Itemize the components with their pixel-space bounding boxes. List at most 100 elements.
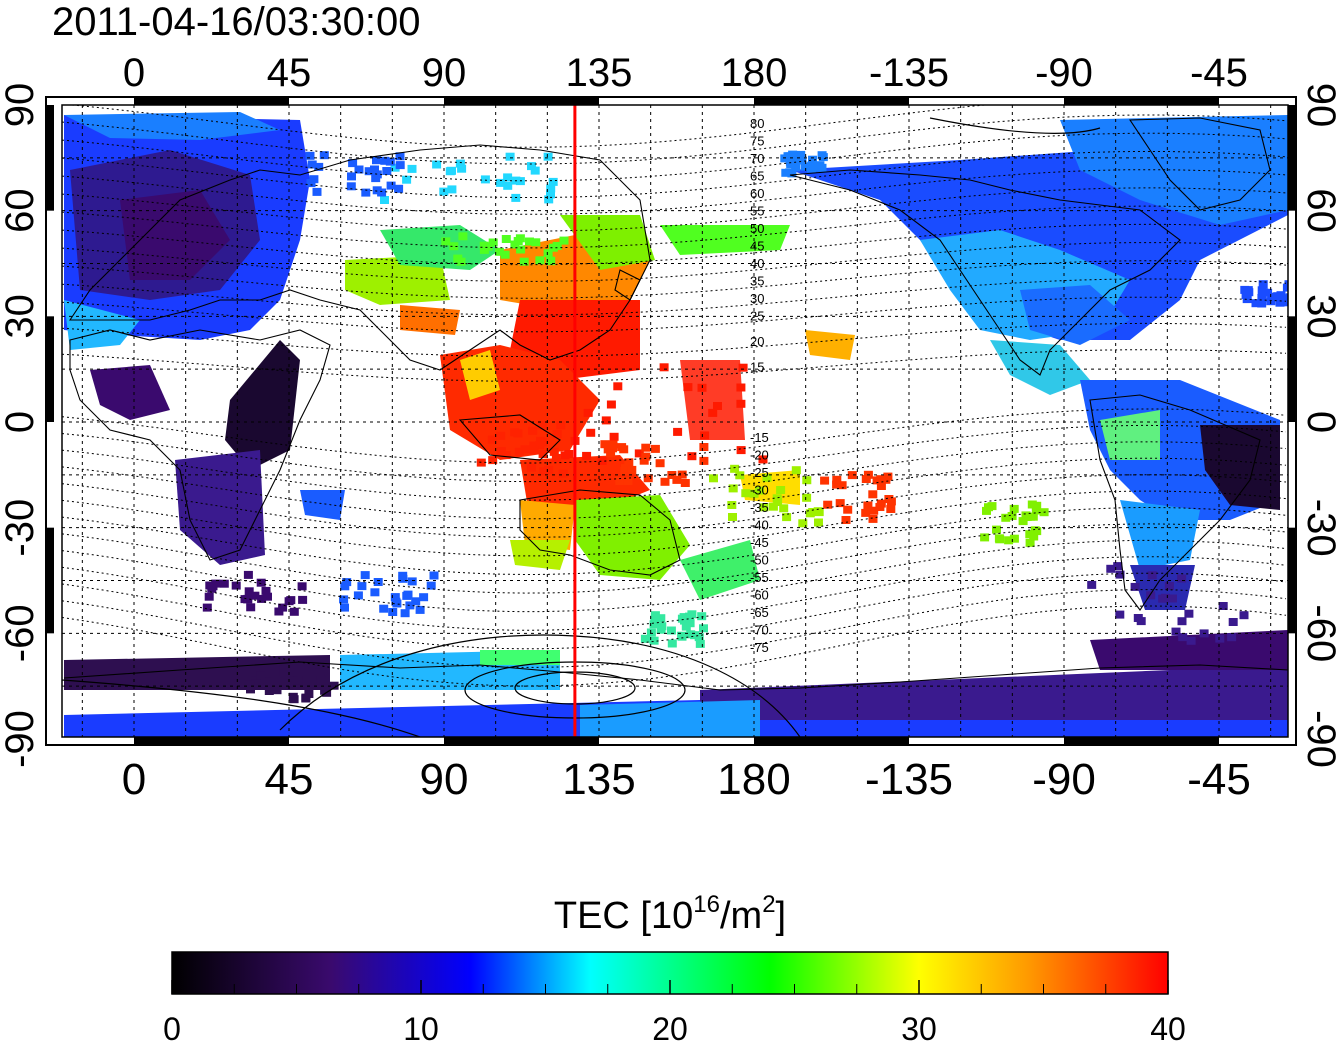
tec-sample [782, 513, 792, 522]
tec-sample [683, 383, 693, 392]
tec-sample [685, 612, 694, 621]
tec-sample [564, 450, 574, 458]
tec-sample [1239, 611, 1249, 620]
tec-sample [543, 249, 553, 258]
tec-sample [791, 163, 801, 172]
tec-sample [246, 685, 255, 694]
tec-sample [329, 681, 339, 690]
tec-sample [621, 464, 630, 473]
tec-sample [394, 184, 404, 193]
tec-sample [456, 257, 466, 266]
tec-sample [488, 456, 498, 465]
tec-sample [256, 671, 266, 680]
left-lat-tick-label: 0 [0, 411, 42, 433]
tec-sample [316, 676, 326, 685]
tec-sample [251, 679, 261, 688]
tec-sample [841, 516, 851, 524]
tec-sample [1168, 594, 1177, 603]
tec-sample [272, 686, 282, 695]
magnetic-contour-south [62, 441, 1287, 501]
tec-sample [980, 533, 990, 542]
tec-sample [340, 582, 350, 591]
left-lat-tick-label: -60 [0, 604, 42, 662]
tec-sample [449, 242, 459, 251]
tec-sample [1177, 574, 1187, 583]
tec-sample [886, 505, 896, 513]
contour-label-south: -35 [750, 500, 769, 515]
tec-sample [370, 165, 379, 174]
tec-sample [1087, 580, 1097, 589]
tec-sample [395, 161, 405, 170]
tec-sample [615, 477, 625, 485]
tec-sample [305, 151, 315, 160]
magnetic-contour-north [62, 349, 1287, 382]
right-lat-tick-label: -90 [1299, 710, 1340, 768]
contour-label-south: -25 [750, 465, 769, 480]
tec-sample [488, 238, 498, 247]
tec-sample [876, 482, 886, 490]
tec-sample [529, 446, 539, 455]
tec-sample [805, 509, 815, 518]
tec-sample [364, 167, 374, 176]
tec-sample [558, 469, 568, 478]
tec-sample [606, 449, 616, 458]
top-lon-tick-label: 0 [123, 51, 145, 95]
right-lat-tick-label: 30 [1299, 294, 1340, 339]
tec-sample [1276, 291, 1286, 300]
tec-sample [354, 165, 364, 174]
tec-sample [342, 578, 352, 587]
tec-sample [634, 449, 644, 458]
tec-sample [738, 363, 748, 372]
tec-sample [480, 175, 490, 184]
tec-sample [510, 240, 520, 249]
tec-sample [395, 152, 405, 161]
tec-sample [391, 597, 401, 606]
tec-sample [202, 603, 212, 612]
tec-sample [650, 444, 660, 453]
right-lat-tick-label: 0 [1299, 411, 1340, 433]
tec-sample [455, 159, 465, 168]
tec-sample [320, 686, 330, 695]
tec-sample [673, 427, 683, 436]
tec-sample [697, 612, 707, 621]
tec-sample [785, 157, 795, 166]
tec-sample [641, 452, 651, 461]
right-lat-tick-label: -30 [1299, 499, 1340, 557]
tec-sample [340, 603, 349, 612]
tec-sample [293, 676, 303, 685]
tec-sample [817, 163, 827, 172]
tec-sample [314, 162, 324, 171]
tec-sample [380, 156, 390, 165]
tec-sample [667, 639, 677, 648]
contour-label-north: 35 [750, 274, 764, 289]
tec-sample [297, 582, 307, 591]
tec-sample [597, 456, 607, 465]
tec-sample [211, 579, 221, 588]
colorbar-tick-label: 0 [163, 1011, 181, 1042]
tec-data-layer [64, 112, 1288, 737]
magnetic-contour-north [66, 105, 991, 148]
tec-sample [875, 503, 885, 511]
magnetic-contour-south [62, 474, 1287, 538]
tec-sample [807, 164, 816, 173]
left-lat-tick-label: 30 [0, 294, 42, 339]
tec-sample [657, 622, 667, 631]
contour-label-north: 20 [750, 334, 764, 349]
magnetic-contour-north [62, 151, 1287, 198]
tec-sample [798, 519, 808, 528]
tec-sample [1009, 534, 1019, 543]
tec-sample [419, 593, 429, 602]
bottom-lon-tick-label: -135 [865, 755, 953, 804]
tec-sample [1242, 295, 1252, 304]
tec-sample [549, 447, 559, 456]
tec-sample [650, 615, 660, 624]
tec-sample [357, 582, 367, 591]
tec-sample [1257, 294, 1267, 302]
contour-label-north: 70 [750, 151, 764, 166]
tec-sample [672, 475, 682, 484]
tec-sample [646, 628, 656, 637]
tec-sample [699, 443, 709, 451]
contour-label-north: 15 [750, 360, 764, 375]
tec-sample [251, 663, 260, 672]
